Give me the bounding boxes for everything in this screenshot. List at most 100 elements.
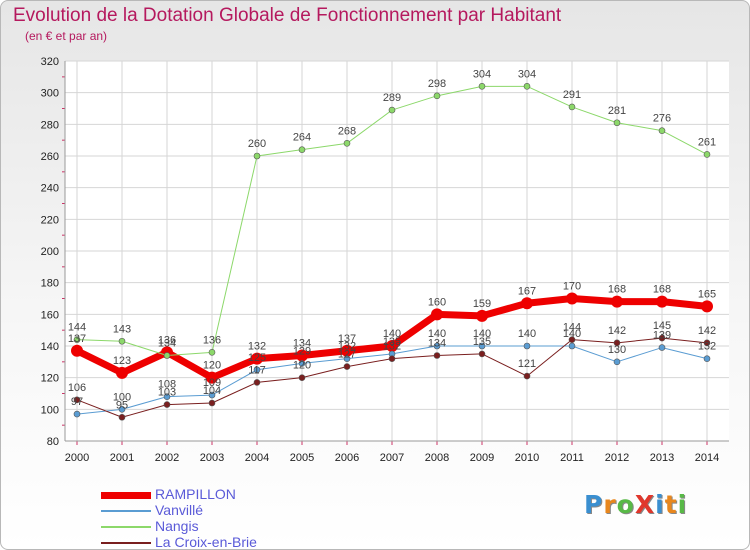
data-point-vanvill- xyxy=(208,391,216,399)
data-point-vanvill- xyxy=(478,342,486,350)
proxiti-logo: ProXiti xyxy=(584,490,687,519)
data-point-vanvill- xyxy=(613,358,621,366)
y-tick-label: 200 xyxy=(41,246,59,258)
data-label-la-croix-en-brie: 135 xyxy=(473,336,491,348)
data-label-nangis: 260 xyxy=(248,138,266,150)
x-tick-label: 2011 xyxy=(560,452,584,464)
data-label-vanvill-: 140 xyxy=(563,328,581,340)
data-point-la-croix-en-brie xyxy=(253,379,261,386)
legend-item-rampillon: RAMPILLON xyxy=(101,486,341,503)
data-label-nangis: 268 xyxy=(338,125,356,137)
data-label-la-croix-en-brie: 106 xyxy=(68,382,86,394)
data-label-la-croix-en-brie: 121 xyxy=(518,358,536,370)
data-label-la-croix-en-brie: 145 xyxy=(653,320,671,332)
data-label-la-croix-en-brie: 95 xyxy=(116,399,128,411)
data-label-nangis: 261 xyxy=(698,136,716,148)
data-point-la-croix-en-brie xyxy=(298,374,306,381)
data-point-rampillon xyxy=(71,344,83,357)
data-point-vanvill- xyxy=(433,342,441,350)
legend-swatch xyxy=(101,526,151,528)
logo-letter: i xyxy=(677,490,688,519)
data-point-nangis xyxy=(523,83,531,90)
y-tick-label: 260 xyxy=(41,151,59,163)
data-label-rampillon: 137 xyxy=(68,333,86,345)
data-label-rampillon: 123 xyxy=(113,355,131,367)
data-point-nangis xyxy=(208,349,216,356)
data-label-la-croix-en-brie: 127 xyxy=(338,349,356,361)
legend-item-nangis: Nangis xyxy=(101,518,341,535)
y-tick-label: 220 xyxy=(41,214,59,226)
x-tick-label: 2000 xyxy=(65,452,89,464)
data-point-vanvill- xyxy=(163,393,171,400)
data-label-la-croix-en-brie: 117 xyxy=(248,364,266,376)
x-tick-label: 2004 xyxy=(245,452,269,464)
legend-swatch xyxy=(101,542,151,544)
data-point-nangis xyxy=(118,337,126,345)
x-tick-label: 2014 xyxy=(695,452,719,464)
legend-item-vanvill-: Vanvillé xyxy=(101,502,341,519)
x-tick-label: 2010 xyxy=(515,452,539,464)
data-label-la-croix-en-brie: 104 xyxy=(203,385,221,397)
data-label-vanvill-: 132 xyxy=(338,341,356,353)
data-point-vanvill- xyxy=(658,344,666,351)
x-tick-label: 2003 xyxy=(200,452,224,464)
data-label-vanvill-: 109 xyxy=(203,377,221,389)
data-label-rampillon: 167 xyxy=(518,285,536,297)
data-point-vanvill- xyxy=(253,366,261,374)
data-label-rampillon: 140 xyxy=(383,328,401,340)
data-label-la-croix-en-brie: 144 xyxy=(563,322,581,334)
data-label-nangis: 276 xyxy=(653,113,671,125)
data-point-nangis xyxy=(388,106,396,114)
data-point-la-croix-en-brie xyxy=(658,334,666,342)
data-point-rampillon xyxy=(611,295,623,308)
data-label-nangis: 304 xyxy=(473,68,491,80)
data-point-rampillon xyxy=(431,308,443,321)
data-label-rampillon: 137 xyxy=(338,333,356,345)
data-label-vanvill-: 139 xyxy=(653,330,671,342)
data-point-la-croix-en-brie xyxy=(478,350,486,358)
logo-letter: P xyxy=(584,490,604,519)
data-label-layer: 137 123 136 120 132 134 137 140 160 159 167 170 168 1… xyxy=(68,68,716,411)
data-label-rampillon: 132 xyxy=(248,341,266,353)
data-label-la-croix-en-brie: 120 xyxy=(293,360,311,372)
data-point-la-croix-en-brie xyxy=(388,355,396,362)
data-point-rampillon xyxy=(341,344,353,357)
data-label-rampillon: 160 xyxy=(428,296,446,308)
data-label-nangis: 136 xyxy=(203,334,221,346)
x-tick-label: 2002 xyxy=(155,452,179,464)
data-point-la-croix-en-brie xyxy=(208,399,216,407)
data-point-rampillon xyxy=(701,300,713,313)
data-point-la-croix-en-brie xyxy=(613,339,621,347)
data-label-vanvill-: 140 xyxy=(473,328,491,340)
legend-label: RAMPILLON xyxy=(155,486,236,502)
data-label-nangis: 144 xyxy=(68,322,86,334)
x-tick-label: 2001 xyxy=(110,452,134,464)
data-label-nangis: 281 xyxy=(608,105,626,117)
data-label-vanvill-: 97 xyxy=(71,396,83,408)
data-label-vanvill-: 100 xyxy=(113,391,131,403)
data-label-vanvill-: 132 xyxy=(698,341,716,353)
y-tick-label: 160 xyxy=(41,309,59,321)
data-label-nangis: 298 xyxy=(428,78,446,90)
y-tick-label: 180 xyxy=(41,278,59,290)
data-point-nangis xyxy=(253,152,261,160)
data-point-vanvill- xyxy=(568,342,576,350)
data-label-rampillon: 168 xyxy=(608,284,626,296)
data-label-nangis: 264 xyxy=(293,132,311,144)
data-point-la-croix-en-brie xyxy=(433,352,441,359)
data-label-nangis: 134 xyxy=(158,338,176,350)
data-point-rampillon xyxy=(521,297,533,310)
x-tick-label: 2008 xyxy=(425,452,449,464)
data-label-nangis: 304 xyxy=(518,68,536,80)
x-tick-label: 2013 xyxy=(650,452,674,464)
data-label-nangis: 289 xyxy=(383,92,401,104)
data-point-nangis xyxy=(658,127,666,134)
data-label-la-croix-en-brie: 132 xyxy=(383,341,401,353)
axis-layer: 80 100 120 140 160 180 200 220 240 260 280 300 320 20… xyxy=(41,56,729,464)
y-tick-label: 140 xyxy=(41,341,59,353)
data-point-la-croix-en-brie xyxy=(568,336,576,343)
y-tick-label: 100 xyxy=(41,404,59,416)
data-point-vanvill- xyxy=(523,342,531,350)
y-tick-label: 300 xyxy=(41,88,59,100)
y-tick-label: 80 xyxy=(47,436,59,448)
